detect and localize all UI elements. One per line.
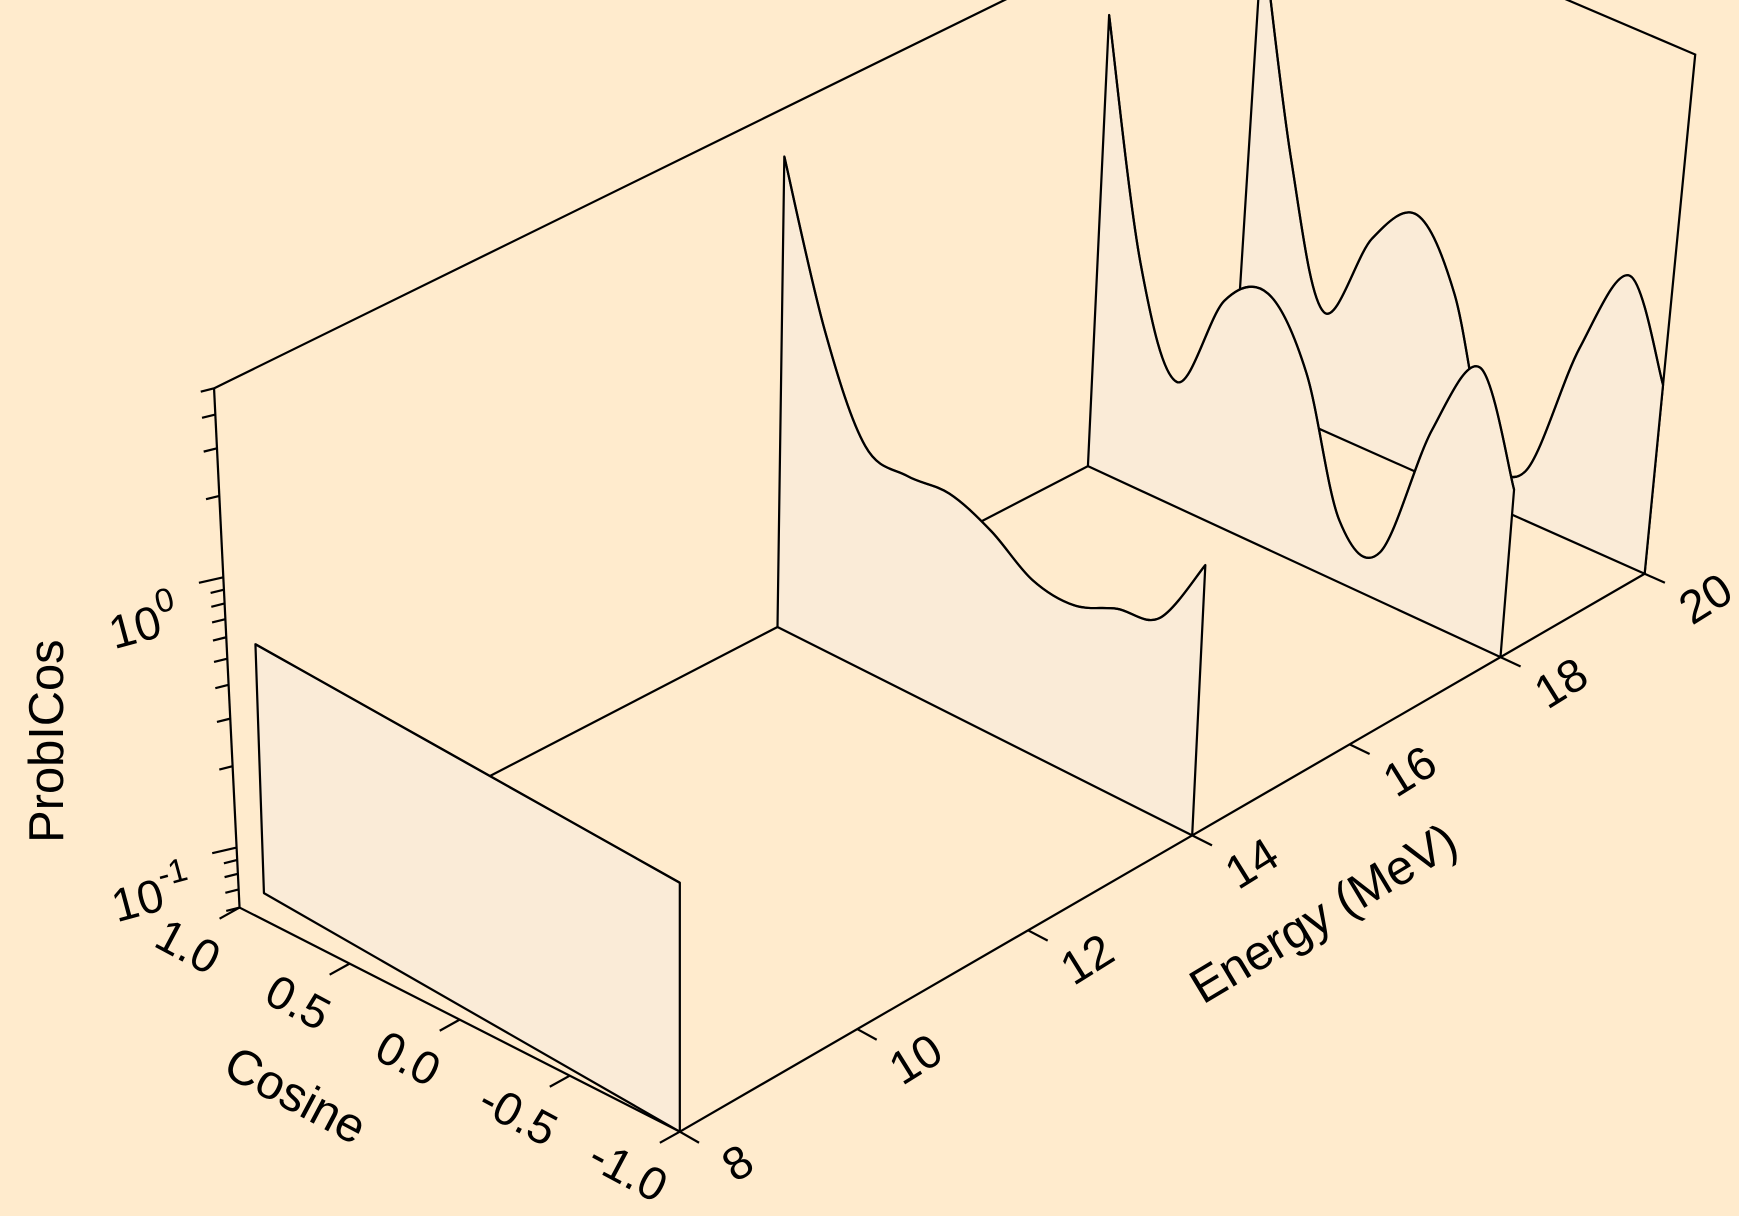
z-minor-tick	[205, 494, 220, 501]
z-minor-tick	[215, 683, 229, 690]
y-tick	[659, 1130, 681, 1144]
z-minor-tick	[216, 717, 231, 724]
z-tick	[198, 576, 224, 584]
x-tick	[1191, 834, 1213, 847]
z-minor-tick	[201, 413, 216, 419]
curve	[1269, 0, 1665, 479]
z-minor-tick	[223, 858, 238, 865]
x-tick	[856, 1028, 878, 1041]
back-wall-edge	[213, 0, 1697, 574]
z-minor-tick	[225, 888, 239, 894]
z-minor-tick	[212, 636, 227, 642]
z-minor-tick	[200, 387, 215, 393]
z-minor-tick	[224, 872, 239, 879]
z-minor-tick	[211, 602, 225, 608]
curve	[783, 156, 1207, 622]
curve	[254, 643, 681, 884]
z-axis-title: ProbICos	[20, 639, 74, 842]
y-tick	[439, 1018, 461, 1032]
x-tick	[679, 1130, 700, 1144]
y-tick	[549, 1074, 571, 1088]
x-axis-line	[679, 572, 1646, 1133]
z-tick-label: 10-1	[103, 851, 198, 932]
z-minor-tick	[210, 588, 225, 595]
z-axis-line	[212, 388, 241, 908]
x-tick	[1644, 572, 1666, 584]
z-minor-tick	[203, 447, 218, 453]
y-tick	[329, 962, 351, 976]
x-tick	[1500, 656, 1522, 668]
x-tick	[1027, 929, 1049, 942]
z-minor-tick	[211, 618, 226, 624]
z-tick-label: 100	[101, 581, 185, 660]
z-minor-tick	[219, 765, 233, 771]
z-minor-tick	[213, 657, 228, 664]
x-tick	[1349, 743, 1371, 755]
z-minor-tick	[225, 906, 240, 912]
z-tick	[211, 846, 237, 855]
curve	[1108, 14, 1516, 559]
